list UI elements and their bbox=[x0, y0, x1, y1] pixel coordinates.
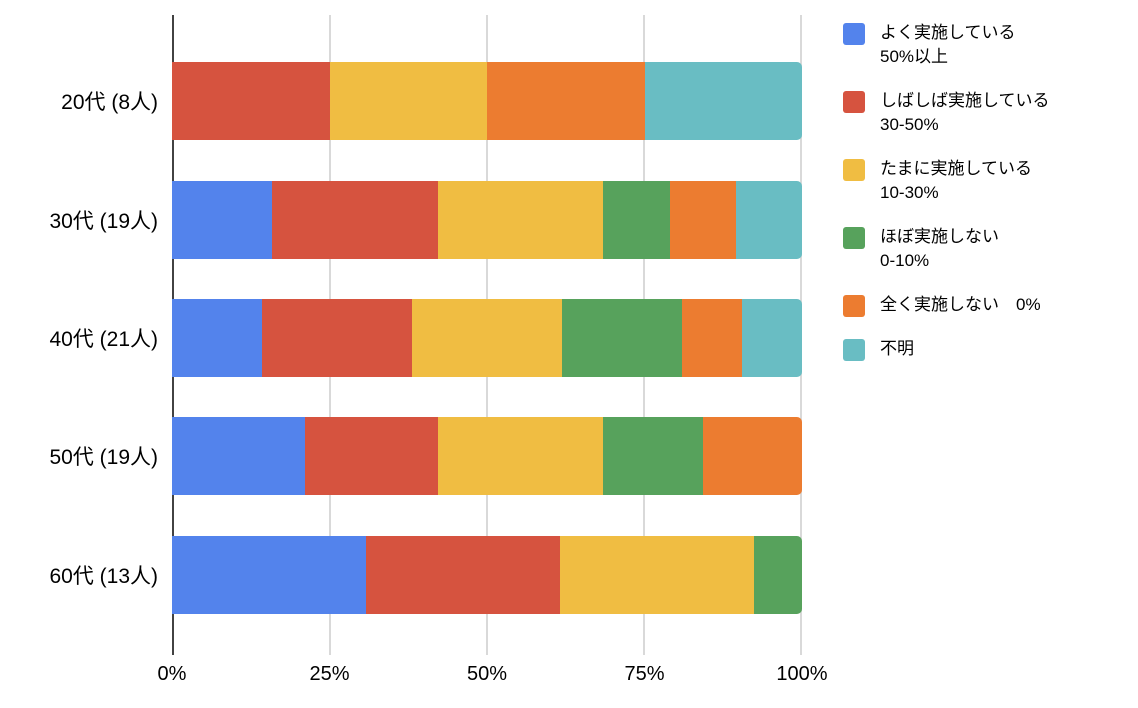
legend-item-1[interactable]: しばしば実施している 30-50% bbox=[843, 89, 1050, 137]
legend-swatch-icon bbox=[843, 159, 865, 181]
legend-swatch-icon bbox=[843, 227, 865, 249]
y-axis-label-3: 50代 (19人) bbox=[49, 446, 158, 470]
legend-label: 不明 bbox=[880, 337, 914, 361]
legend-label-line: 0-10% bbox=[880, 251, 930, 270]
legend-item-3[interactable]: ほぼ実施しない 0-10% bbox=[843, 225, 1050, 273]
legend-label: 全く実施しない 0% bbox=[880, 293, 1041, 317]
bar-stack-1 bbox=[172, 180, 803, 259]
bar-row-1 bbox=[172, 160, 803, 278]
bar-segment-4-3[interactable] bbox=[753, 535, 802, 614]
legend-label: ほぼ実施しない 0-10% bbox=[880, 225, 999, 273]
x-axis-tick-label-100: 100% bbox=[776, 663, 828, 685]
legend-label-line: たまに実施している bbox=[880, 159, 1032, 178]
bar-stack-0 bbox=[172, 62, 802, 141]
legend-label: しばしば実施している 30-50% bbox=[880, 89, 1050, 137]
y-axis-label-1: 30代 (19人) bbox=[49, 209, 158, 233]
legend-swatch-icon bbox=[843, 23, 865, 45]
bar-segment-1-4[interactable] bbox=[669, 180, 736, 259]
legend-item-2[interactable]: たまに実施している 10-30% bbox=[843, 157, 1050, 205]
bar-stack-3 bbox=[172, 417, 802, 496]
legend-label-line: 30-50% bbox=[880, 115, 939, 134]
x-axis-tick-label-0: 0% bbox=[157, 663, 187, 685]
bar-segment-4-1[interactable] bbox=[365, 535, 560, 614]
bar-segment-1-5[interactable] bbox=[735, 180, 803, 259]
legend-label-line: しばしば実施している bbox=[880, 91, 1050, 110]
bar-segment-2-5[interactable] bbox=[742, 299, 802, 378]
bar-segment-1-2[interactable] bbox=[437, 180, 604, 259]
bar-segment-3-3[interactable] bbox=[603, 417, 703, 496]
bar-segment-1-1[interactable] bbox=[271, 180, 438, 259]
legend-item-4[interactable]: 全く実施しない 0% bbox=[843, 293, 1050, 317]
bar-segment-0-4[interactable] bbox=[487, 62, 645, 141]
bar-segment-0-1[interactable] bbox=[172, 62, 330, 141]
chart-legend: よく実施している 50%以上しばしば実施している 30-50% たまに実施している 10… bbox=[843, 21, 1050, 381]
x-axis-tick-label-75: 75% bbox=[624, 663, 665, 685]
bar-segment-3-2[interactable] bbox=[437, 417, 604, 496]
bar-segment-3-0[interactable] bbox=[172, 417, 305, 496]
bar-segment-0-2[interactable] bbox=[329, 62, 487, 141]
bar-row-3 bbox=[172, 397, 802, 515]
plot-area bbox=[172, 15, 803, 655]
bar-segment-4-2[interactable] bbox=[559, 535, 754, 614]
bar-segment-4-0[interactable] bbox=[172, 535, 366, 614]
y-axis-label-0: 20代 (8人) bbox=[61, 91, 158, 115]
legend-label-line: ほぼ実施しない bbox=[880, 227, 999, 246]
legend-label: たまに実施している 10-30% bbox=[880, 157, 1032, 205]
legend-label-line: 50%以上 bbox=[880, 47, 949, 66]
legend-label-line: 全く実施しない 0% bbox=[880, 295, 1041, 314]
bar-stack-2 bbox=[172, 299, 802, 378]
y-axis-label-2: 40代 (21人) bbox=[49, 328, 158, 351]
bar-segment-1-0[interactable] bbox=[172, 180, 272, 259]
x-axis-tick-label-50: 50% bbox=[466, 663, 508, 685]
bar-segment-2-1[interactable] bbox=[262, 299, 413, 378]
bar-row-4 bbox=[172, 516, 802, 634]
legend-label-line: よく実施している bbox=[880, 23, 1016, 42]
bar-stack-4 bbox=[172, 535, 802, 614]
bar-segment-2-4[interactable] bbox=[682, 299, 743, 378]
bar-segment-3-1[interactable] bbox=[304, 417, 438, 496]
bar-segment-3-4[interactable] bbox=[702, 417, 802, 496]
x-axis-tick-label-25: 25% bbox=[309, 663, 350, 685]
legend-label-line: 10-30% bbox=[880, 183, 939, 202]
y-axis-label-4: 60代 (13人) bbox=[49, 564, 158, 588]
legend-swatch-icon bbox=[843, 91, 865, 113]
bar-segment-2-2[interactable] bbox=[412, 299, 563, 378]
bar-segment-0-5[interactable] bbox=[644, 62, 802, 141]
bar-row-0 bbox=[172, 42, 802, 160]
legend-item-5[interactable]: 不明 bbox=[843, 337, 1050, 361]
bar-segment-2-3[interactable] bbox=[562, 299, 683, 378]
bar-segment-1-3[interactable] bbox=[603, 180, 670, 259]
legend-label-line: 不明 bbox=[880, 339, 914, 358]
bars-region bbox=[172, 42, 803, 634]
bar-segment-2-0[interactable] bbox=[172, 299, 263, 378]
legend-label: よく実施している 50%以上 bbox=[880, 21, 1016, 69]
legend-item-0[interactable]: よく実施している 50%以上 bbox=[843, 21, 1050, 69]
bar-row-2 bbox=[172, 279, 802, 397]
legend-swatch-icon bbox=[843, 339, 865, 361]
legend-swatch-icon bbox=[843, 295, 865, 317]
